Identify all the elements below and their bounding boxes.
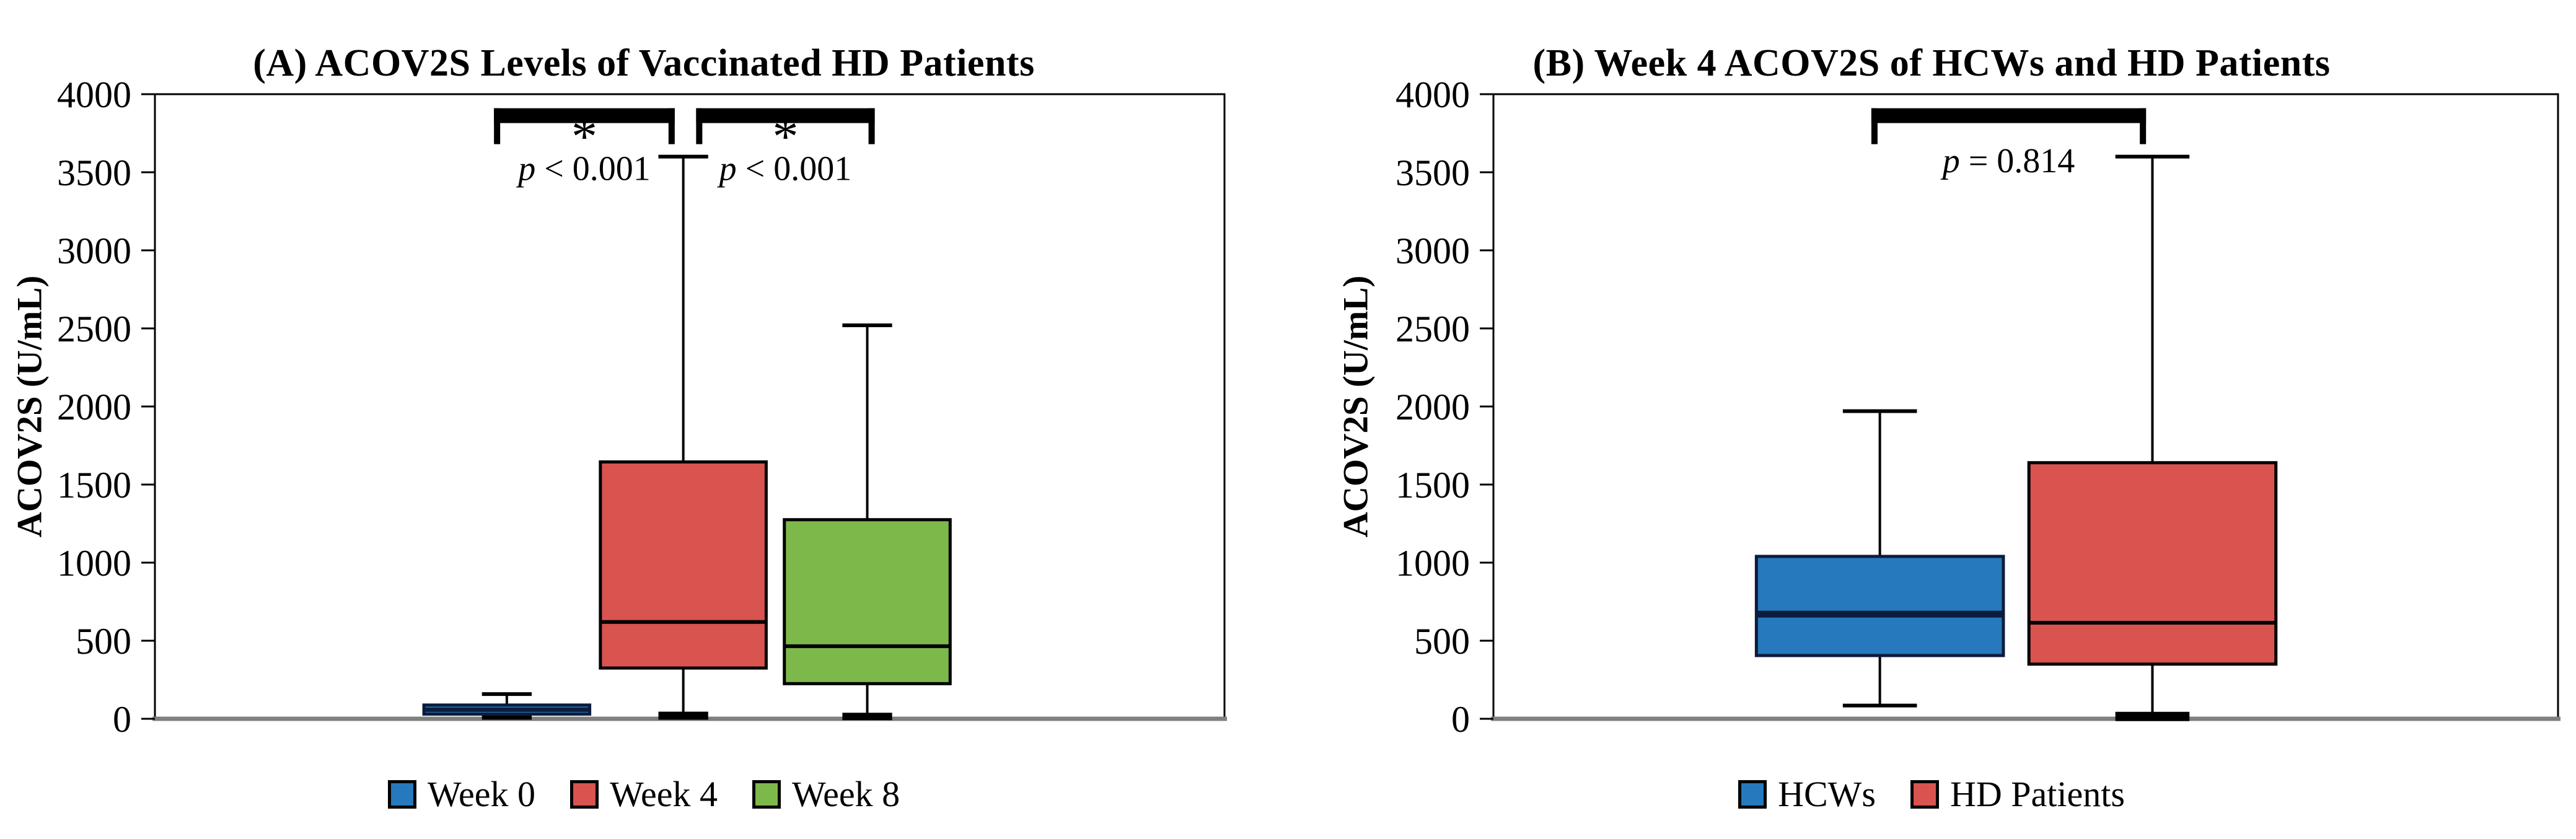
chart-a-title: (A) ACOV2S Levels of Vaccinated HD Patie… [253,42,1035,85]
bracket-bar [1871,108,2147,123]
y-axis: 0 500 1000 1500 2000 2500 3000 3500 4000 [57,74,155,740]
box-series-week-0 [422,692,592,720]
legend-label: Week 4 [609,774,718,814]
hcws-swatch [1738,780,1767,809]
bracket-left-tick [1871,108,1878,144]
iqr-box [2027,461,2278,666]
bracket-right-tick [868,108,875,144]
bracket-right-tick [2140,108,2147,144]
chart-panel-a: (A) ACOV2S Levels of Vaccinated HD Patie… [0,42,1288,815]
y-tick-label: 3500 [57,152,131,193]
significance-bracket: *p < 0.001 [494,108,675,188]
week-0-swatch [387,780,416,809]
iqr-box [599,460,768,670]
bracket-bar [494,108,675,123]
significance-bracket: p = 0.814 [1871,108,2147,180]
p-value-label: p < 0.001 [516,150,651,188]
bracket-right-tick [668,108,675,144]
y-tick-label: 3000 [57,231,131,271]
y-tick-label: 500 [76,621,131,662]
iqr-box [1754,555,2005,657]
legend-label: Week 0 [427,774,535,814]
hd-patients-swatch [1910,780,1939,809]
y-tick-label: 2000 [1396,387,1470,428]
y-tick-label: 500 [1414,621,1470,662]
y-tick-label: 4000 [1396,74,1470,115]
y-tick-label: 1500 [1396,465,1470,506]
p-value-label: p = 0.814 [1940,142,2075,180]
legend-item-week-0: Week 0 [387,773,535,815]
chart-panel-b: (B) Week 4 ACOV2S of HCWs and HD Patient… [1288,0,2575,839]
y-tick-label: 1500 [57,465,131,506]
week-8-swatch [752,780,781,809]
significance-bracket: *p < 0.001 [696,108,875,188]
box-series-hcws [1754,409,2005,708]
y-axis: 0 500 1000 1500 2000 2500 3000 3500 4000 [1396,74,1493,740]
bracket-bar [696,108,875,123]
legend-label: HCWs [1778,774,1876,814]
significance-star: * [772,108,798,165]
box-series-week-8 [783,323,952,721]
y-tick-label: 3500 [1396,152,1470,193]
y-tick-label: 3000 [1396,231,1470,271]
chart-b-plot: 0 500 1000 1500 2000 2500 3000 3500 4000 p = 0.81… [1396,74,2561,740]
y-tick-label: 2500 [57,309,131,349]
box-series-hd-patients [2027,154,2278,721]
bracket-left-tick [494,108,501,144]
legend-label: Week 8 [792,774,900,814]
week-4-swatch [569,780,599,809]
legend-label: HD Patients [1950,774,2125,814]
y-tick-label: 2000 [57,387,131,428]
y-tick-label: 0 [1451,699,1470,740]
y-tick-label: 1000 [1396,543,1470,584]
legend-item-hcws: HCWs [1738,773,1876,815]
legend-item-week-4: Week 4 [569,773,718,815]
bracket-left-tick [696,108,703,144]
y-tick-label: 0 [113,699,131,740]
y-tick-label: 4000 [57,74,131,115]
chart-a-legend: Week 0 Week 4 Week 8 [0,773,1288,815]
y-tick-label: 1000 [57,543,131,584]
chart-b-legend: HCWs HD Patients [1288,773,2575,815]
box-series-week-4 [599,154,768,720]
y-tick-label: 2500 [1396,309,1470,349]
legend-item-hd-patients: HD Patients [1910,773,2125,815]
chart-b-title: (B) Week 4 ACOV2S of HCWs and HD Patient… [1532,42,2331,85]
iqr-box [783,518,952,685]
p-value-label: p < 0.001 [717,150,852,188]
significance-star: * [571,108,597,165]
legend-item-week-8: Week 8 [752,773,900,815]
plot-frame [1492,93,2559,720]
